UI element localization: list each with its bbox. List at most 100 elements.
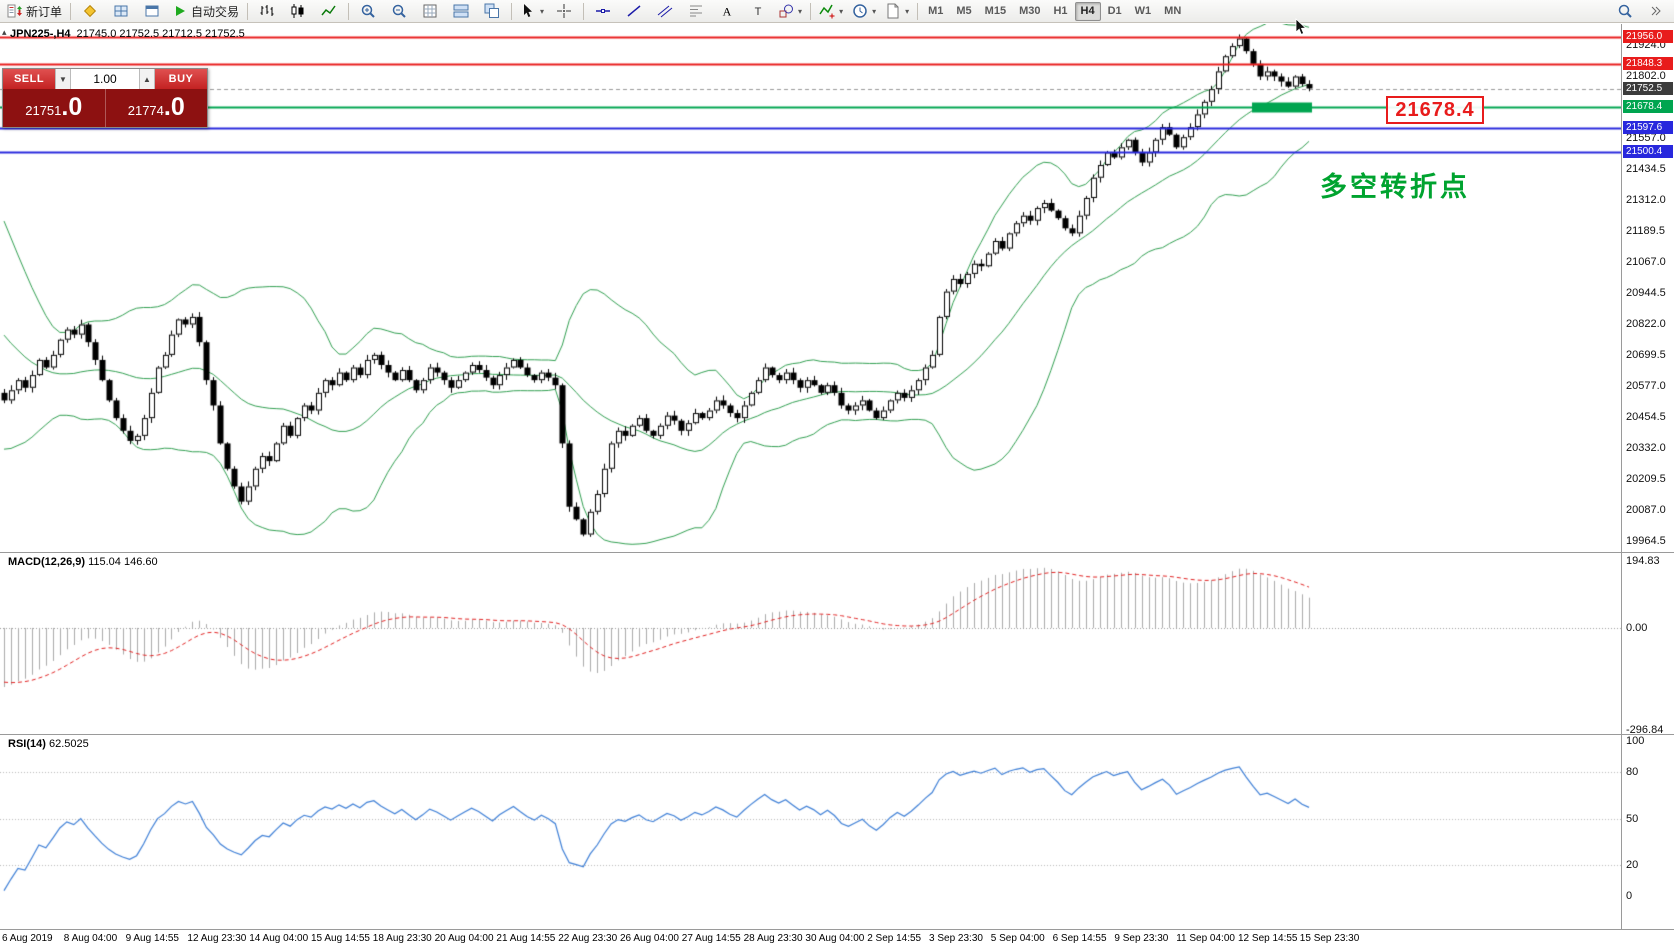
buy-price-dec: .0 xyxy=(163,93,185,121)
clock-icon xyxy=(852,3,868,19)
date-label: 21 Aug 14:55 xyxy=(496,933,556,944)
chart-ohlc-readout: ▴ JPN225-,H4 21745.0 21752.5 21712.5 2175… xyxy=(2,27,245,40)
price-tick: 21434.5 xyxy=(1626,162,1666,175)
date-label: 22 Aug 23:30 xyxy=(558,933,618,944)
fibonacci-button[interactable] xyxy=(681,0,711,22)
date-label: 28 Aug 23:30 xyxy=(743,933,803,944)
toolbar-separator xyxy=(917,2,919,20)
trendline-icon xyxy=(626,3,642,19)
date-label: 12 Aug 23:30 xyxy=(187,933,247,944)
hline-icon xyxy=(595,3,611,19)
rsi-header: RSI(14) 62.5025 xyxy=(8,738,89,750)
timeframe-button-m1[interactable]: M1 xyxy=(928,5,944,17)
candlestick-chart-button[interactable] xyxy=(283,0,313,22)
rsi-tick: 100 xyxy=(1626,735,1645,747)
collapse-chart-icon[interactable]: ▴ xyxy=(2,27,7,37)
trendline-button[interactable] xyxy=(619,0,649,22)
indicators-button[interactable]: ▾ xyxy=(815,0,847,22)
search-button[interactable] xyxy=(1610,0,1640,22)
timeframe-button-m15[interactable]: M15 xyxy=(984,5,1007,17)
timeframe-button-h4[interactable]: H4 xyxy=(1074,1,1101,21)
shapes-icon xyxy=(778,3,794,19)
bar-chart-button[interactable] xyxy=(252,0,282,22)
new-order-button-label: 新订单 xyxy=(26,4,63,19)
buy-price[interactable]: 21774.0 xyxy=(106,89,208,127)
macd-name: MACD(12,26,9) xyxy=(8,556,86,568)
rsi-panel: RSI(14) 62.5025 100 80 50 20 0 xyxy=(0,734,1674,930)
rsi-tick: 50 xyxy=(1626,812,1639,825)
zoom-in-icon xyxy=(360,3,376,19)
search-icon xyxy=(1617,3,1633,19)
horizontal-line-button[interactable] xyxy=(588,0,618,22)
turning-point-label: 多空转折点 xyxy=(1320,172,1470,202)
macd-canvas[interactable] xyxy=(0,553,1622,734)
timeframe-button-h1[interactable]: H1 xyxy=(1053,5,1068,17)
chart-profiles-button[interactable] xyxy=(106,0,136,22)
date-axis[interactable]: 6 Aug 2019 8 Aug 04:00 9 Aug 14:55 12 Aug 2… xyxy=(0,929,1674,947)
crosshair-button[interactable] xyxy=(549,0,579,22)
volume-decrease-button[interactable]: ▼ xyxy=(55,69,71,89)
price-tick: 20454.5 xyxy=(1626,410,1666,423)
timeframe-button-m5[interactable]: M5 xyxy=(956,5,972,17)
chevron-down-icon: ▾ xyxy=(905,6,910,16)
volume-down-icon: ▼ xyxy=(59,74,67,84)
main-chart-canvas[interactable] xyxy=(0,24,1622,552)
rsi-canvas[interactable] xyxy=(0,735,1622,930)
volume-increase-button[interactable]: ▲ xyxy=(139,69,155,89)
crosshair-icon xyxy=(556,3,572,19)
date-label: 15 Sep 23:30 xyxy=(1299,933,1360,944)
buy-price-int: 21774 xyxy=(127,103,164,118)
gridtable-icon xyxy=(422,3,438,19)
toolbar-overflow-button[interactable] xyxy=(1641,0,1671,22)
macd-axis[interactable]: 194.83 0.00 -296.84 xyxy=(1621,553,1674,736)
date-label: 2 Sep 14:55 xyxy=(867,933,922,944)
market-watch-button[interactable] xyxy=(75,0,105,22)
text-button[interactable]: A xyxy=(712,0,742,22)
timeframe-button-w1[interactable]: W1 xyxy=(1134,5,1152,17)
zoom-out-button[interactable] xyxy=(384,0,414,22)
shapes-button[interactable]: ▾ xyxy=(774,0,806,22)
date-label: 15 Aug 14:55 xyxy=(311,933,370,944)
price-tick: 21312.0 xyxy=(1626,193,1666,206)
data-window-button[interactable] xyxy=(137,0,167,22)
zoom-in-button[interactable] xyxy=(353,0,383,22)
templates-button[interactable]: ▾ xyxy=(881,0,913,22)
periods-button[interactable]: ▾ xyxy=(848,0,880,22)
date-label: 3 Sep 23:30 xyxy=(929,933,983,944)
date-label: 18 Aug 23:30 xyxy=(372,933,432,944)
price-axis[interactable]: 21924.0 21802.0 21557.0 21434.5 21312.0 21189… xyxy=(1621,24,1674,552)
tile-windows-button[interactable] xyxy=(446,0,476,22)
timeframe-button-d1[interactable]: D1 xyxy=(1107,5,1122,17)
timeframe-button-m30[interactable]: M30 xyxy=(1019,5,1041,17)
chevr-icon xyxy=(1648,3,1664,19)
buy-button[interactable]: BUY xyxy=(155,69,207,89)
rsi-name: RSI(14) xyxy=(8,738,46,750)
price-tag: 21752.5 xyxy=(1623,81,1673,95)
cascade-windows-button[interactable] xyxy=(477,0,507,22)
price-annotation-box[interactable]: 21678.4 xyxy=(1386,96,1484,124)
auto-trading-button-label: 自动交易 xyxy=(191,4,240,19)
text-label-button[interactable]: T xyxy=(743,0,773,22)
rsi-axis[interactable]: 100 80 50 20 0 xyxy=(1621,735,1674,930)
sell-button[interactable]: SELL xyxy=(3,69,55,89)
sell-price[interactable]: 21751.0 xyxy=(3,89,106,127)
toolbar: 新订单 自动交易 ▾ A T ▾ ▾ ▾ ▾ M1 M5 M15 M30 H1 H4 D1 W1 MN xyxy=(0,0,1674,23)
cursor-button[interactable]: ▾ xyxy=(516,0,548,22)
date-label: 11 Sep 04:00 xyxy=(1176,933,1235,944)
macd-panel: MACD(12,26,9) 115.04 146.60 194.83 0.00 -2… xyxy=(0,552,1674,736)
channel-button[interactable] xyxy=(650,0,680,22)
line-chart-button[interactable] xyxy=(314,0,344,22)
auto-trading-button[interactable]: 自动交易 xyxy=(168,0,243,22)
macd-values: 115.04 146.60 xyxy=(88,556,158,568)
new-order-button[interactable]: 新订单 xyxy=(3,0,66,22)
symbol-period-label: JPN225-,H4 xyxy=(10,28,71,40)
price-tick: 19964.5 xyxy=(1626,535,1666,547)
auto-arrange-button[interactable] xyxy=(415,0,445,22)
volume-input[interactable]: 1.00 xyxy=(71,69,139,89)
window-icon xyxy=(144,3,160,19)
ohlc-values: 21745.0 21752.5 21712.5 21752.5 xyxy=(76,28,245,40)
toolbar-separator xyxy=(583,2,585,20)
price-tag: 21678.4 xyxy=(1623,100,1673,114)
date-label: 9 Sep 23:30 xyxy=(1114,933,1169,944)
timeframe-button-mn[interactable]: MN xyxy=(1164,5,1182,17)
